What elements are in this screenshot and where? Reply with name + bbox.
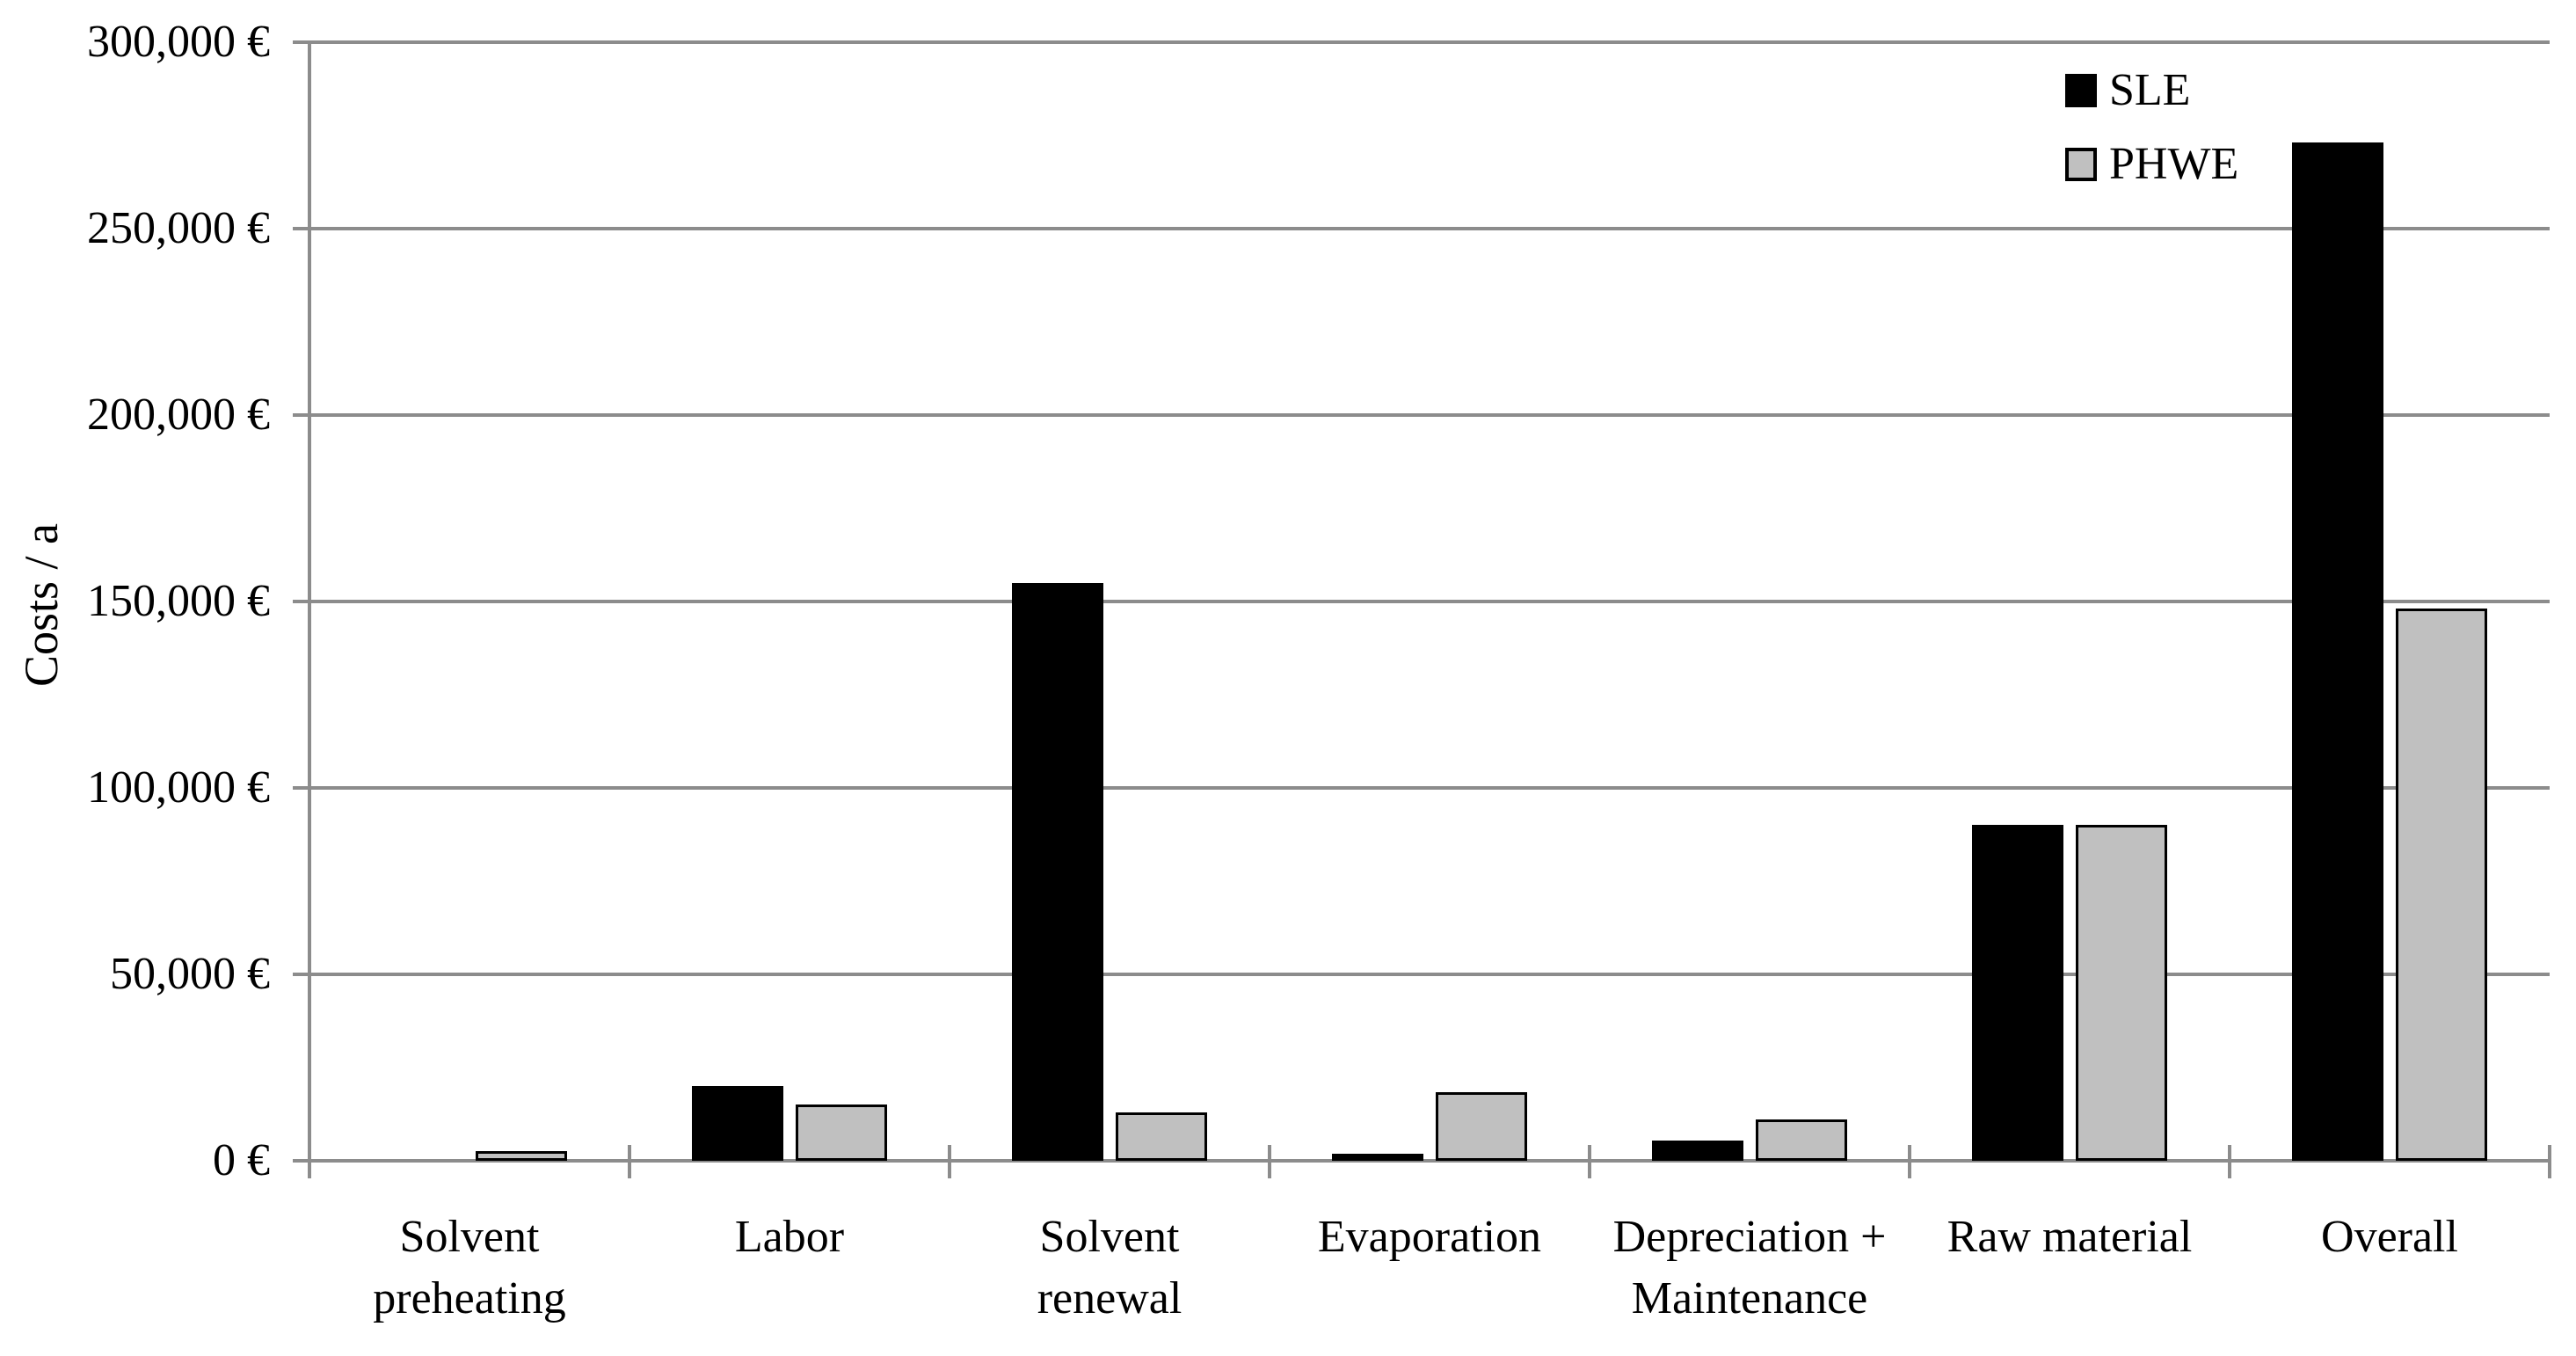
sle-bar-raw-material — [1972, 825, 2063, 1161]
phwe-bar-labor — [796, 1104, 887, 1161]
category-label-line: Overall — [2321, 1212, 2458, 1262]
plot-area — [293, 40, 2551, 1178]
gridline — [293, 786, 2550, 790]
category-tick — [1588, 1145, 1591, 1178]
category-label: Labor — [629, 1207, 950, 1268]
category-label-line: Raw material — [1947, 1212, 2193, 1262]
gridline — [293, 600, 2550, 603]
category-tick — [1268, 1145, 1271, 1178]
category-tick — [2228, 1145, 2231, 1178]
category-tick — [628, 1145, 631, 1178]
y-tick-label: 300,000 € — [87, 17, 270, 67]
y-tick-label: 100,000 € — [87, 762, 270, 813]
sle-swatch-icon — [2065, 74, 2097, 107]
legend-item-sle: SLE — [2065, 65, 2238, 115]
phwe-bar-evaporation — [1436, 1091, 1527, 1161]
category-label: Solvent renewal — [950, 1207, 1270, 1330]
y-axis-labels: 0 € 50,000 € 100,000 € 150,000 € 200,000 € 25… — [0, 0, 270, 1356]
sle-bar-solvent-renewal — [1012, 582, 1103, 1161]
category-tick — [948, 1145, 951, 1178]
phwe-bar-solvent-renewal — [1116, 1112, 1207, 1161]
x-axis-line — [293, 1159, 2550, 1163]
category-label-line: Evaporation — [1317, 1212, 1542, 1262]
category-label-line: Solvent — [399, 1212, 540, 1262]
category-label-line: Solvent — [1039, 1212, 1180, 1262]
category-label-line: renewal — [1037, 1273, 1182, 1323]
legend-label: SLE — [2109, 65, 2191, 115]
y-tick-label: 250,000 € — [87, 203, 270, 253]
sle-bar-labor — [692, 1086, 783, 1161]
category-label: Solvent preheating — [309, 1207, 629, 1330]
y-tick-label: 150,000 € — [87, 576, 270, 626]
phwe-swatch-icon — [2065, 148, 2097, 181]
legend: SLE PHWE — [2065, 65, 2239, 222]
gridline — [293, 973, 2550, 976]
gridline — [293, 40, 2550, 44]
category-label: Evaporation — [1270, 1207, 1590, 1268]
phwe-bar-overall — [2396, 609, 2487, 1161]
legend-item-phwe: PHWE — [2065, 139, 2239, 189]
category-label-line: Depreciation + — [1612, 1212, 1887, 1262]
gridline — [293, 413, 2550, 417]
category-label-line: Labor — [734, 1212, 845, 1262]
category-label: Depreciation + Maintenance — [1590, 1207, 1910, 1330]
gridline — [293, 227, 2550, 230]
category-label-line: preheating — [373, 1273, 566, 1323]
y-tick-label: 200,000 € — [87, 390, 270, 440]
y-axis-line — [308, 42, 311, 1178]
category-tick — [1908, 1145, 1911, 1178]
legend-label: PHWE — [2109, 139, 2239, 189]
category-tick — [308, 1145, 311, 1178]
sle-bar-overall — [2292, 142, 2383, 1161]
sle-bar-evaporation — [1332, 1153, 1423, 1161]
phwe-bar-raw-material — [2076, 825, 2167, 1161]
category-tick — [2548, 1145, 2551, 1178]
category-label: Overall — [2230, 1207, 2550, 1268]
y-tick-label: 0 € — [213, 1135, 270, 1185]
phwe-bar-solvent-preheating — [476, 1151, 567, 1161]
sle-bar-depreciation-maintenance — [1652, 1140, 1743, 1161]
y-tick-label: 50,000 € — [110, 949, 270, 999]
phwe-bar-depreciation-maintenance — [1756, 1119, 1847, 1161]
category-label: Raw material — [1910, 1207, 2230, 1268]
category-label-line: Maintenance — [1631, 1273, 1868, 1323]
